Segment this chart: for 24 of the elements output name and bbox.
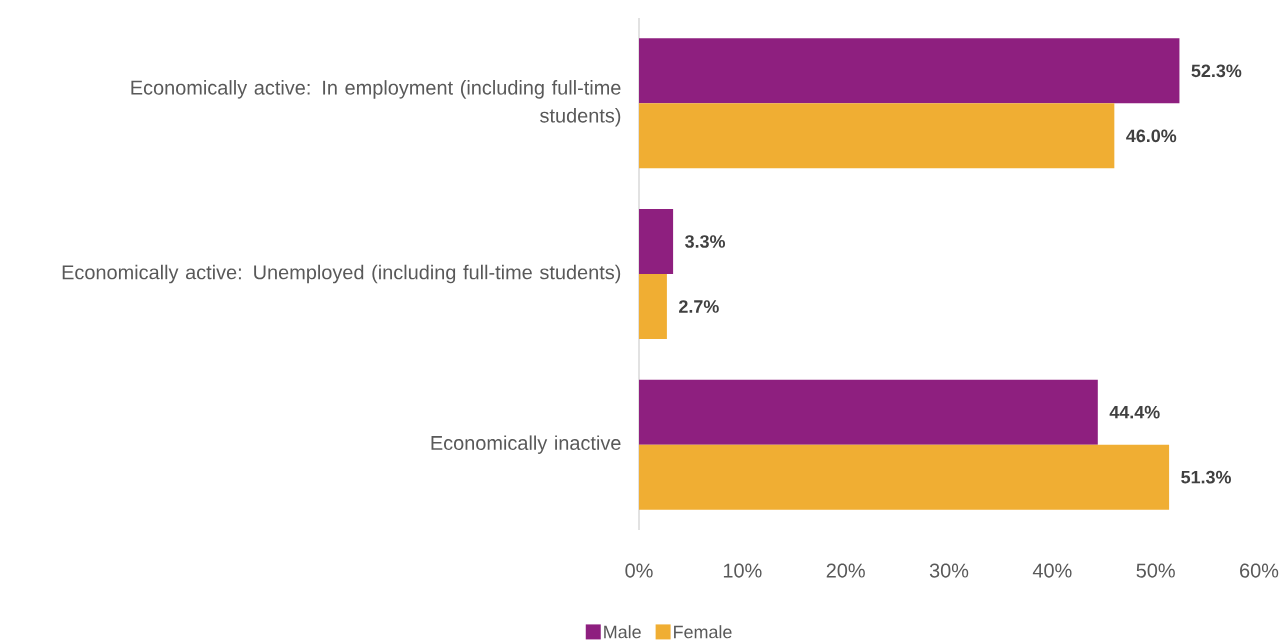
- y-tick-label: Economically inactive: [431, 435, 621, 454]
- data-label: 46.0%: [1126, 129, 1177, 143]
- y-tick-label: Economically active: Unemployed (including full-time students): [62, 264, 621, 284]
- bar: [639, 38, 1180, 104]
- x-tick-label: 50%: [1136, 563, 1175, 578]
- bar: [639, 379, 1098, 445]
- legend-label: Male: [604, 625, 641, 639]
- x-tick-label: 40%: [1032, 563, 1072, 578]
- data-label: 3.3%: [685, 235, 726, 248]
- x-tick-label: 20%: [826, 563, 865, 578]
- y-tick-label: Economically active: In employment (including full-time students): [131, 80, 621, 127]
- bar: [639, 209, 674, 274]
- bar: [639, 103, 1115, 169]
- x-tick-label: 30%: [929, 563, 969, 578]
- data-label: 2.7%: [679, 300, 719, 313]
- data-label: 44.4%: [1109, 405, 1160, 419]
- data-label: 52.3%: [1191, 64, 1242, 78]
- x-tick-label: 10%: [723, 563, 762, 578]
- x-tick-label: 60%: [1240, 563, 1279, 578]
- legend-label: Female: [674, 625, 732, 639]
- bar: [639, 444, 1170, 510]
- bar: [639, 274, 667, 339]
- x-tick-label: 0%: [625, 563, 653, 578]
- data-label: 51.3%: [1181, 470, 1231, 484]
